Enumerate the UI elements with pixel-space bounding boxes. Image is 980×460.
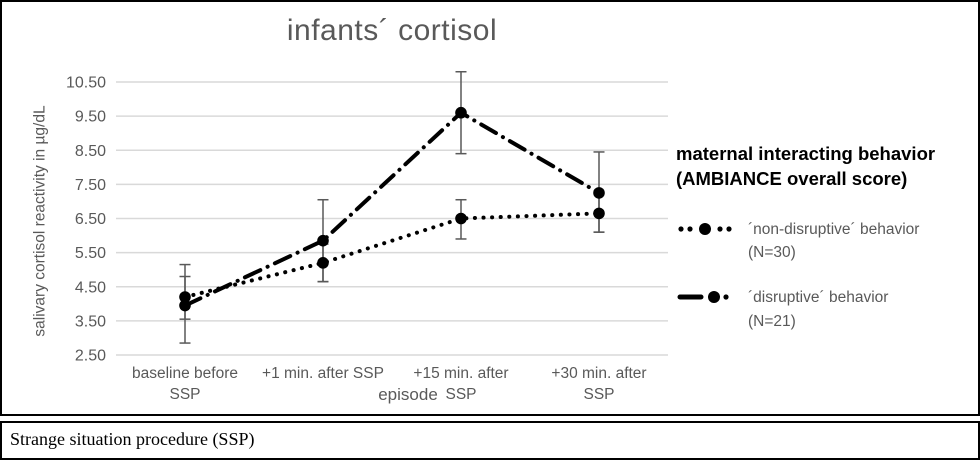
x-axis-label: episode (378, 385, 438, 404)
svg-text:7.50: 7.50 (75, 177, 106, 194)
svg-text:10.50: 10.50 (66, 75, 106, 92)
svg-text:+1 min. after SSP: +1 min. after SSP (262, 365, 384, 382)
dotted-line-sample-icon (678, 222, 732, 235)
svg-text:3.50: 3.50 (75, 313, 106, 330)
dashdot-line-sample-icon (677, 291, 729, 304)
svg-text:SSP: SSP (445, 386, 476, 403)
chart-legend: maternal interacting behavior (AMBIANCE … (676, 142, 974, 355)
chart-figure: infants´ cortisol salivary cortisol reac… (0, 0, 980, 416)
legend-item-disruptive: ´disruptive´ behavior (N=21) (676, 286, 974, 333)
svg-text:2.50: 2.50 (75, 348, 106, 365)
legend-title: maternal interacting behavior (AMBIANCE … (676, 143, 936, 189)
svg-text:6.50: 6.50 (75, 211, 106, 228)
legend-item-label: ´disruptive´ behavior (N=21) (748, 289, 889, 330)
svg-text:9.50: 9.50 (75, 109, 106, 126)
legend-item-label: ´non-disruptive´ behavior (N=30) (748, 220, 920, 262)
svg-text:+30 min. after: +30 min. after (551, 365, 646, 382)
svg-text:baseline before: baseline before (132, 365, 238, 382)
legend-item-non-disruptive: ´non-disruptive´ behavior (N=30) (676, 218, 974, 265)
svg-text:+15 min. after: +15 min. after (413, 365, 508, 382)
caption-text: Strange situation procedure (SSP) (10, 429, 255, 449)
svg-text:SSP: SSP (169, 386, 200, 403)
svg-text:4.50: 4.50 (75, 279, 106, 296)
svg-text:5.50: 5.50 (75, 245, 106, 262)
chart-title: infants´ cortisol (286, 14, 498, 47)
cortisol-line-chart: 2.50 3.50 4.50 5.50 6.50 7.50 8.50 9.50 10.50 bas… (66, 71, 668, 403)
svg-text:SSP: SSP (583, 386, 614, 403)
svg-text:8.50: 8.50 (75, 143, 106, 160)
caption-box: Strange situation procedure (SSP) (0, 421, 980, 460)
